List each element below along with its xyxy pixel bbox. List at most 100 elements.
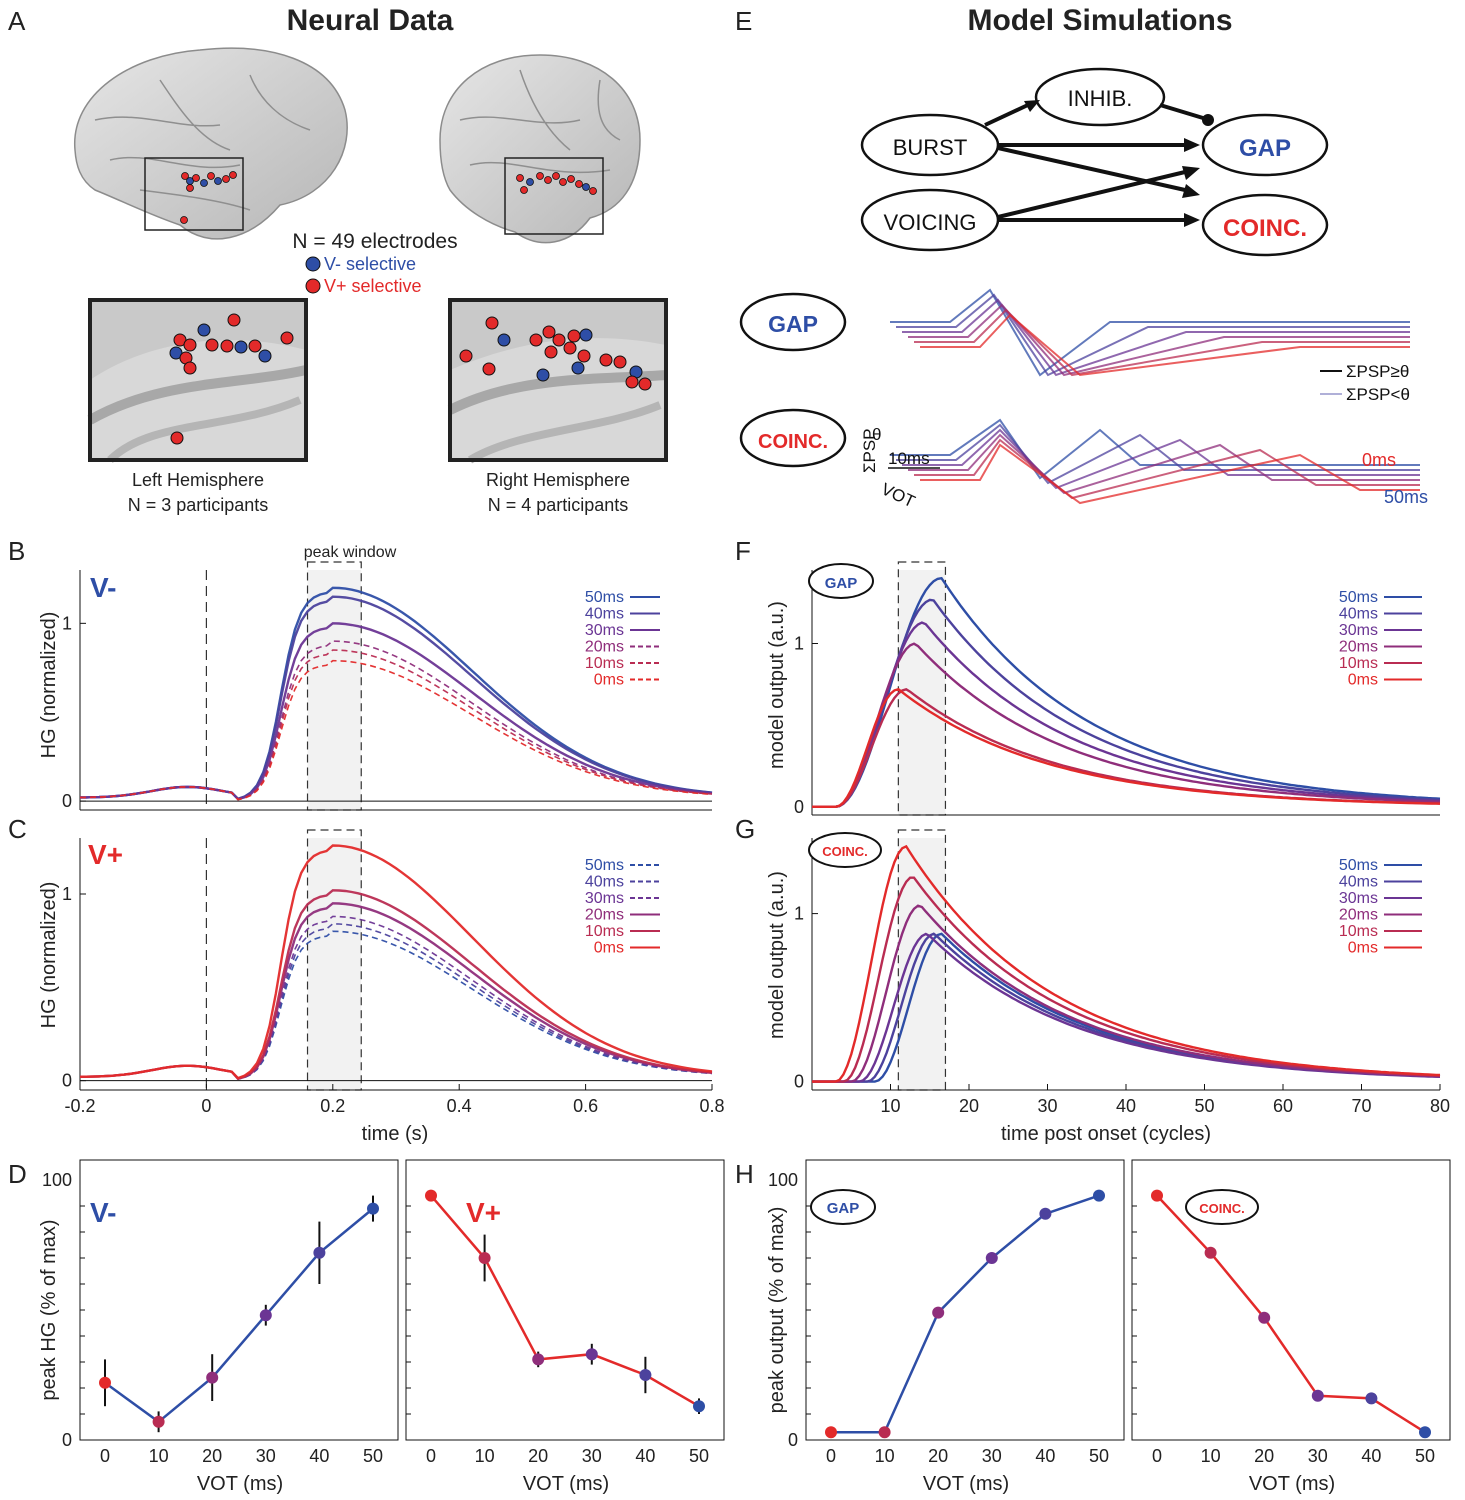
chart-c-v-plus: 0 1 -0.2 0 0.2 0.4 0.6 0.8 50ms40ms30ms20ms10ms0… — [62, 829, 725, 1116]
left-brain-electrodes — [180, 171, 237, 224]
x-tick-label: 50 — [689, 1446, 709, 1466]
left-participants-label: N = 3 participants — [128, 495, 269, 515]
series-0ms — [812, 844, 1441, 1083]
plot-frame — [405, 1159, 725, 1441]
x-tick-label: 0 — [826, 1446, 836, 1466]
legend-label-40ms: 40ms — [1339, 606, 1378, 623]
x-tick-label: 10 — [880, 1096, 900, 1116]
x-tick-label: 30 — [256, 1446, 276, 1466]
coinc-psp-trace — [902, 428, 1420, 490]
vot-axis-label: VOT — [878, 479, 918, 511]
f-badge-label: GAP — [825, 575, 858, 592]
left-zoom-inset — [87, 298, 308, 463]
x-tick-label: 10 — [149, 1446, 169, 1466]
y-tick-label: 100 — [768, 1170, 798, 1190]
g-badge — [808, 832, 882, 868]
h-right-xlabel: VOT (ms) — [1249, 1473, 1335, 1495]
g-ylabel: model output (a.u.) — [766, 871, 788, 1039]
data-point — [1204, 1246, 1217, 1259]
data-point — [1039, 1207, 1052, 1220]
ten-ms-scale-label: 10ms — [888, 449, 930, 468]
c-ylabel: HG (normalized) — [38, 882, 60, 1029]
right-brain-electrodes — [516, 172, 597, 195]
f-ylabel: model output (a.u.) — [766, 601, 788, 769]
x-tick-label: 30 — [1037, 1096, 1057, 1116]
x-tick-label: -0.2 — [64, 1096, 95, 1116]
h-right-badge — [1185, 1189, 1259, 1225]
legend-label-20ms: 20ms — [585, 639, 624, 656]
x-tick-label: 20 — [959, 1096, 979, 1116]
legend-label-50ms: 50ms — [585, 589, 624, 606]
right-brain — [439, 54, 641, 244]
x-tick-label: 20 — [202, 1446, 222, 1466]
legend-label-50ms: 50ms — [585, 857, 624, 874]
x-tick-label: 0.6 — [573, 1096, 598, 1116]
x-tick-label: 50 — [1415, 1446, 1435, 1466]
legend-label-20ms: 20ms — [585, 907, 624, 924]
model-diagram: BURST INHIB. VOICING GAP COINC. — [860, 67, 1329, 257]
x-tick-label: 0 — [201, 1096, 211, 1116]
series-0ms — [79, 844, 713, 1080]
x-tick-label: 10 — [1201, 1446, 1221, 1466]
c-title: V+ — [88, 839, 123, 870]
panel-label-c: C — [8, 814, 27, 844]
coinc-psp-trace — [890, 418, 1420, 480]
psp-schematics — [890, 288, 1420, 505]
electrode-count: N = 49 electrodes — [292, 230, 457, 253]
series-20ms — [812, 642, 1441, 808]
chart-d-right: 0 10 20 30 40 50 — [405, 1159, 725, 1466]
data-point — [425, 1189, 437, 1202]
legend-label-20ms: 20ms — [1339, 639, 1378, 656]
voicing-label: VOICING — [884, 210, 977, 235]
v-plus-legend-label: V+ selective — [324, 276, 422, 296]
y-tick-label: 0 — [788, 1430, 798, 1450]
chart-g-coinc-model: 0 1 10 20 30 40 50 60 70 80 50ms40ms30ms20ms10ms0m… — [794, 829, 1450, 1116]
diagram-connections — [984, 100, 1214, 227]
peak-window-shade — [898, 570, 946, 815]
series-50ms — [812, 576, 1441, 808]
y-tick-label: 1 — [794, 904, 804, 924]
legend-label-10ms: 10ms — [585, 655, 624, 672]
x-tick-label: 0.4 — [447, 1096, 472, 1116]
x-tick-label: 0.2 — [320, 1096, 345, 1116]
chart-h-left: 0 100 0 10 20 30 40 50 — [768, 1159, 1125, 1466]
panel-label-g: G — [735, 814, 755, 844]
panel-label-b: B — [8, 536, 25, 566]
data-point — [313, 1246, 326, 1259]
x-tick-label: 60 — [1273, 1096, 1293, 1116]
legend-label-50ms: 50ms — [1339, 589, 1378, 606]
legend-label-10ms: 10ms — [585, 923, 624, 940]
series-40ms — [812, 598, 1441, 808]
gap-psp-trace — [914, 308, 1410, 377]
data-point — [639, 1369, 652, 1381]
left-brain — [74, 47, 348, 240]
gap-schematic-node — [739, 292, 847, 352]
gap-psp-trace — [896, 293, 1410, 377]
x-tick-label: 30 — [582, 1446, 602, 1466]
series-30ms — [812, 932, 1441, 1083]
h-left-xlabel: VOT (ms) — [923, 1473, 1009, 1495]
h-right-badge-label: COINC. — [1199, 1201, 1245, 1216]
fifty-ms-label: 50ms — [1384, 487, 1428, 507]
b-title: V- — [90, 572, 116, 603]
y-tick-label: 0 — [62, 791, 72, 811]
legend-label-10ms: 10ms — [1339, 923, 1378, 940]
legend-label-50ms: 50ms — [1339, 857, 1378, 874]
legend-label-10ms: 10ms — [1339, 655, 1378, 672]
data-point — [932, 1306, 945, 1319]
data-point — [1419, 1426, 1431, 1439]
right-zoom-electrodes — [459, 316, 652, 391]
series-50ms — [79, 930, 713, 1080]
legend-label-0ms: 0ms — [1348, 672, 1378, 689]
x-tick-label: 40 — [1035, 1446, 1055, 1466]
series-line — [430, 1194, 700, 1408]
x-tick-label: 80 — [1430, 1096, 1450, 1116]
title-neural-data: Neural Data — [287, 4, 454, 37]
bc-xlabel: time (s) — [362, 1123, 429, 1145]
coinc-node — [1201, 193, 1329, 257]
legend-label-40ms: 40ms — [585, 606, 624, 623]
data-point — [206, 1371, 219, 1384]
data-point — [152, 1415, 165, 1428]
x-tick-label: 40 — [635, 1446, 655, 1466]
